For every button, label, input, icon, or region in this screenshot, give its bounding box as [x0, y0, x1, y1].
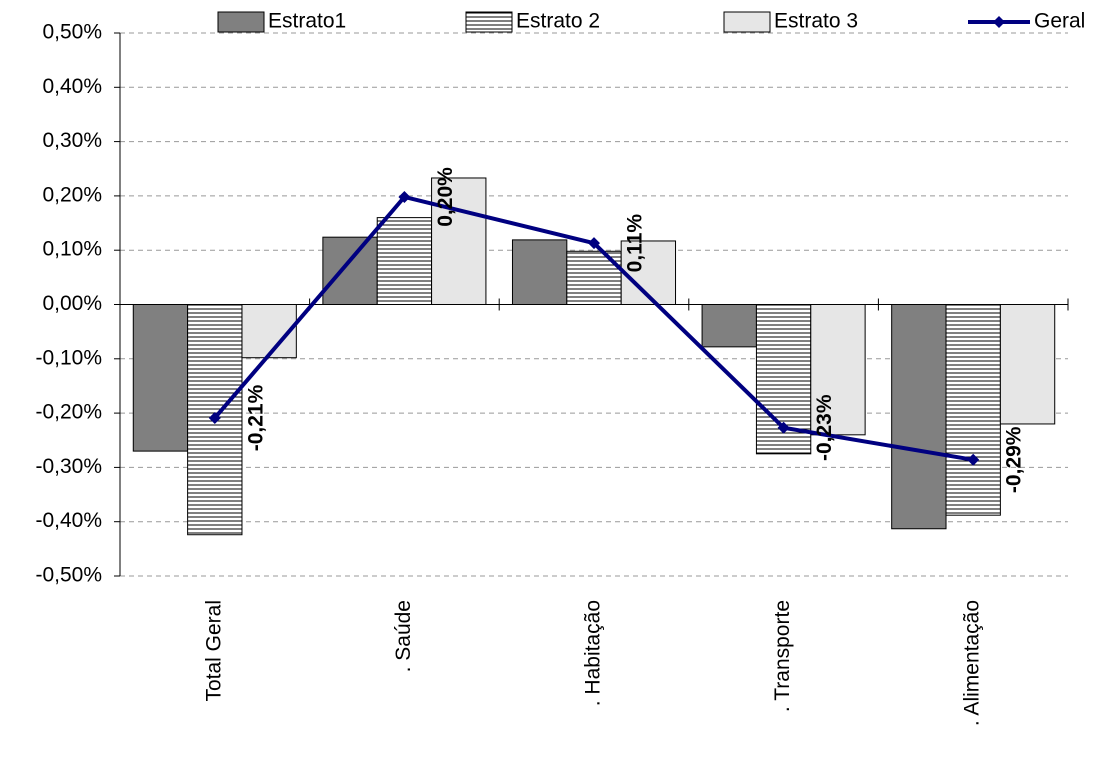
y-tick-label: -0,10%: [35, 346, 102, 369]
data-label: 0,20%: [434, 167, 457, 227]
legend-swatch: [217, 11, 265, 33]
legend-label: Estrato1: [268, 10, 346, 33]
y-tick-label: 0,40%: [42, 75, 102, 98]
bar: [701, 304, 757, 348]
bar: [810, 304, 866, 436]
bar: [376, 217, 433, 305]
legend-swatch: [465, 11, 513, 33]
x-tick-label: Total Geral: [202, 600, 225, 702]
bar: [891, 304, 947, 530]
y-tick-label: 0,00%: [42, 292, 102, 315]
line-marker: [967, 453, 980, 466]
y-tick-label: 0,30%: [42, 129, 102, 152]
legend-label: Estrato 2: [516, 10, 600, 33]
line-marker: [208, 411, 221, 424]
y-tick-label: -0,30%: [35, 455, 102, 478]
data-label: -0,29%: [1003, 426, 1026, 493]
line-marker: [588, 237, 600, 250]
bar: [431, 177, 487, 305]
bar: [132, 304, 189, 452]
legend-label: Estrato 3: [774, 10, 858, 33]
bar: [322, 236, 378, 305]
y-tick-label: 0,10%: [42, 238, 102, 261]
bar: [945, 304, 1001, 516]
data-label: -0,23%: [813, 394, 836, 461]
y-tick-label: 0,50%: [42, 21, 102, 44]
line-marker: [777, 421, 790, 434]
y-tick-label: -0,40%: [35, 509, 102, 532]
legend-swatch: [723, 11, 771, 33]
y-tick-label: -0,50%: [35, 564, 102, 587]
x-tick-label: . Transporte: [771, 600, 794, 712]
legend-marker: [993, 16, 1005, 28]
data-label: -0,21%: [244, 384, 267, 451]
data-label: 0,11%: [624, 214, 647, 273]
x-tick-label: . Saúde: [392, 600, 415, 672]
y-tick-label: 0,20%: [42, 183, 102, 206]
line-marker: [398, 190, 411, 203]
x-tick-label: . Alimentação: [961, 600, 984, 726]
y-tick-label: -0,20%: [35, 401, 102, 424]
bar: [999, 304, 1056, 425]
x-tick-label: . Habitação: [582, 600, 605, 706]
legend-label: Geral: [1034, 10, 1085, 33]
bar: [566, 250, 622, 305]
bar: [511, 239, 568, 305]
